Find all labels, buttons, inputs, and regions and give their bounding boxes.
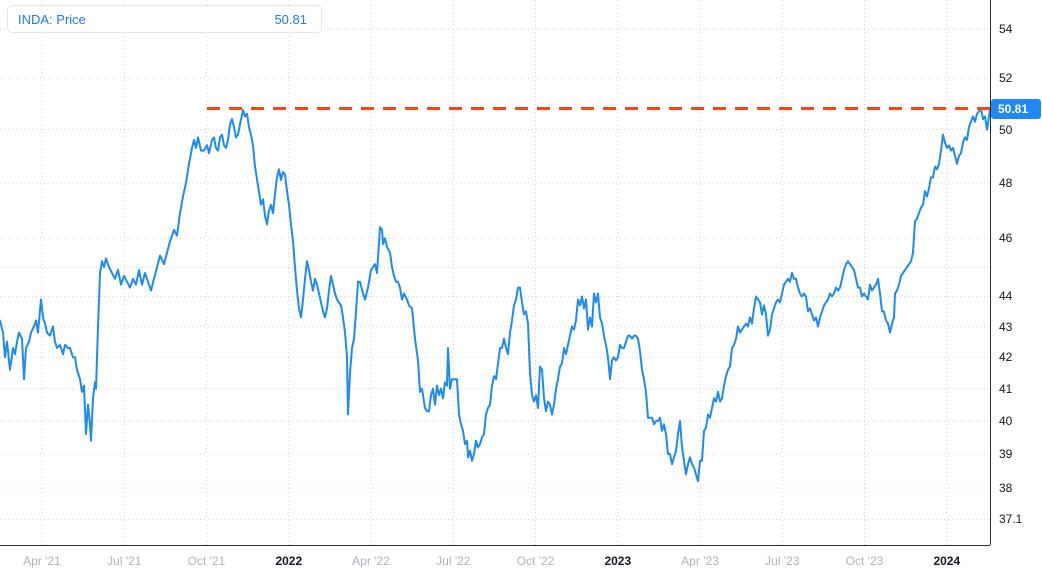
last-price-badge: 50.81 [991, 98, 1041, 119]
price-tick-label: 41 [999, 381, 1013, 396]
price-tick-label: 52 [999, 71, 1013, 86]
price-tick-label: 40 [999, 414, 1013, 428]
price-tick-label: 54 [999, 21, 1013, 36]
time-tick-label: Apr '22 [352, 554, 390, 568]
time-tick-year-label: 2022 [275, 554, 303, 568]
time-tick-label: Oct '23 [845, 554, 884, 568]
legend-symbol-label: INDA: Price [18, 11, 86, 27]
price-tick-label: 42 [999, 350, 1013, 365]
legend-price-value: 50.81 [274, 11, 307, 27]
price-tick-label: 50 [999, 122, 1013, 137]
time-scale[interactable]: Apr '21 Jul '21 Oct '21 2022 Apr '22 Jul '22 O… [0, 545, 990, 577]
time-tick-label: Apr '23 [681, 554, 719, 568]
time-tick-label: Apr '21 [23, 554, 61, 568]
price-tick-label: 44 [999, 289, 1013, 304]
time-tick-year-label: 2023 [604, 554, 632, 568]
price-tick-label: 38 [999, 481, 1013, 495]
plot-canvas [0, 0, 990, 545]
plot-area[interactable] [0, 0, 990, 545]
time-tick-label: Jul '23 [765, 554, 800, 568]
grid-lines [0, 0, 990, 545]
price-tick-label: 37.1 [999, 512, 1023, 527]
time-tick-label: Jul '22 [436, 554, 471, 568]
legend: INDA: Price 50.81 [7, 5, 322, 33]
price-tick-label: 48 [999, 175, 1013, 190]
price-scale[interactable]: 54 52 50 48 46 44 43 42 41 40 39 38 37.1 50.81 [990, 0, 1042, 545]
price-line [0, 107, 990, 483]
price-tick-label: 46 [999, 231, 1013, 246]
time-tick-label: Jul '21 [107, 554, 142, 568]
time-tick-label: Oct '22 [516, 554, 555, 568]
time-tick-label: Oct '21 [187, 554, 226, 568]
price-tick-label: 39 [999, 447, 1013, 462]
price-tick-label: 43 [999, 319, 1013, 334]
time-tick-year-label: 2024 [933, 554, 961, 568]
